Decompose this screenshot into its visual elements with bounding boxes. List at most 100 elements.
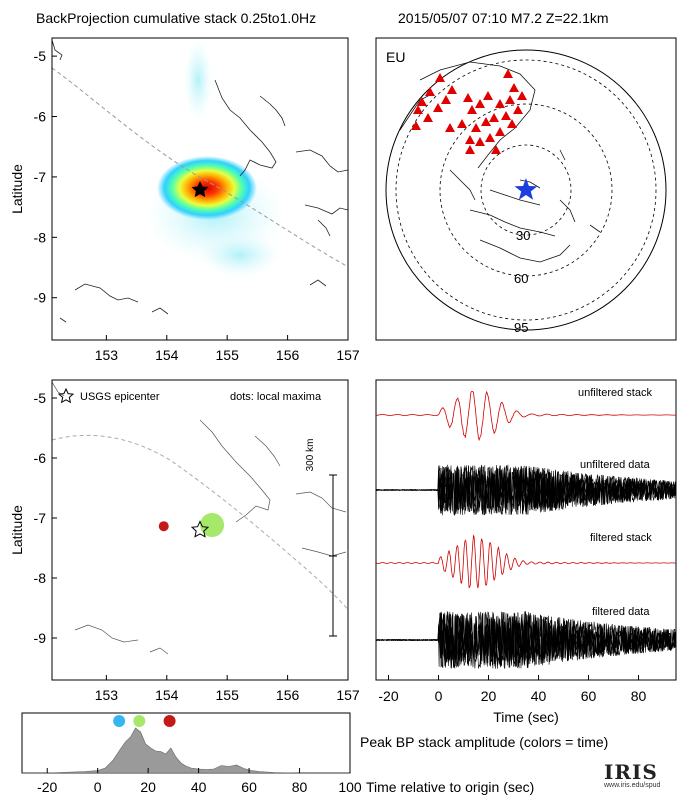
station-triangle — [441, 95, 451, 104]
station-triangle — [471, 123, 481, 132]
network-label: EU — [386, 49, 405, 65]
legend-dots: dots: local maxima — [230, 391, 322, 403]
bottom-map-xtick-label: 154 — [155, 687, 179, 703]
globe-panel: EU 30 60 95 — [375, 37, 677, 341]
trace-label-unfiltered-stack: unfiltered stack — [578, 387, 652, 399]
top-map-ytick-label: -6 — [34, 109, 47, 125]
globe-outline — [385, 49, 667, 331]
trace-panel: -20 0 20 40 60 80 — [375, 379, 677, 704]
time-marker — [133, 715, 146, 727]
station-triangle — [423, 113, 433, 122]
station-triangle — [489, 113, 499, 122]
ring-label-95: 95 — [514, 320, 528, 335]
station-triangle — [433, 103, 443, 112]
coastlines-top — [52, 39, 348, 323]
bottom-map-ytick-label: -7 — [34, 510, 47, 526]
coastlines-bottom — [52, 381, 347, 655]
station-triangle — [465, 135, 475, 144]
bottom-map-xtick-label: 155 — [216, 687, 240, 703]
station-triangle — [507, 119, 517, 128]
trace-label-filtered-stack: filtered stack — [590, 532, 652, 544]
station-triangle — [481, 117, 491, 126]
bottom-epicenter-star — [190, 520, 210, 538]
top-map-xtick-label: 154 — [155, 347, 179, 363]
bp-streak — [184, 40, 212, 120]
iris-logo: IRIS www.iris.edu/spud — [604, 760, 674, 796]
maxima-dot — [158, 521, 169, 532]
top-map-xtick-label: 155 — [216, 347, 240, 363]
top-map-axes: 153 154 155 156 157 -5 -6 -7 -8 -9 — [34, 48, 360, 363]
station-triangle — [503, 69, 513, 78]
bottom-map-frame — [51, 379, 349, 681]
station-triangle — [495, 99, 505, 108]
iris-logo-text: IRIS — [604, 760, 658, 784]
figure-title: BackProjection cumulative stack 0.25to1.… — [36, 10, 317, 26]
peak-chart-title: Peak BP stack amplitude (colors = time) — [360, 734, 609, 750]
bottom-map-ytick-label: -9 — [34, 630, 47, 646]
trace-xlabel: Time (sec) — [493, 709, 559, 725]
trace-label-unfiltered-data: unfiltered data — [580, 459, 650, 471]
peak-amplitude-chart: -20 0 20 40 60 80 100 — [21, 712, 362, 795]
trace-label-filtered-data: filtered data — [592, 606, 650, 618]
station-triangle — [447, 85, 457, 94]
station-triangle — [475, 99, 485, 108]
station-triangle — [517, 91, 527, 100]
amplitude-axes: -20 0 20 40 60 80 100 — [37, 768, 362, 795]
station-triangle — [463, 93, 473, 102]
station-triangle — [445, 123, 455, 132]
peak-xtick-label: 60 — [241, 779, 257, 795]
trace-xtick-label: -20 — [378, 688, 398, 704]
trace-xtick-label: 80 — [631, 688, 647, 704]
legend-star-icon — [57, 387, 75, 404]
peak-xtick-label: 40 — [191, 779, 207, 795]
unfiltered-data-trace — [375, 465, 677, 516]
station-triangle — [483, 91, 493, 100]
bottom-ylabel: Latitude — [9, 505, 25, 555]
bottom-map-ytick-label: -5 — [34, 390, 47, 406]
peak-xtick-label: 80 — [292, 779, 308, 795]
scalebar-label: 300 km — [305, 439, 316, 472]
time-markers — [113, 715, 176, 727]
station-triangle — [513, 105, 523, 114]
top-map-ytick-label: -8 — [34, 229, 47, 245]
station-triangle — [485, 133, 495, 142]
peak-xtick-label: -20 — [37, 779, 57, 795]
maxima-dot — [200, 513, 225, 537]
source-star — [514, 178, 538, 200]
trace-xtick-label: 20 — [481, 688, 497, 704]
bp-tail — [200, 233, 280, 277]
peak-xtick-label: 0 — [94, 779, 102, 795]
station-triangle — [501, 111, 511, 120]
filtered-stack-trace — [375, 534, 676, 589]
top-map-ytick-label: -5 — [34, 48, 47, 64]
time-marker — [113, 715, 126, 727]
bottom-map-ytick-label: -8 — [34, 570, 47, 586]
station-triangle — [495, 127, 505, 136]
top-map-xtick-label: 157 — [336, 347, 360, 363]
station-triangle — [457, 119, 467, 128]
peak-xtick-label: 100 — [338, 779, 362, 795]
peak-xtick-label: 20 — [140, 779, 156, 795]
trench-line-bottom — [52, 434, 348, 611]
bottom-map-xtick-label: 153 — [95, 687, 119, 703]
station-triangle — [467, 105, 477, 114]
peak-chart-xlabel: Time relative to origin (sec) — [366, 779, 535, 795]
unfiltered-stack-trace — [375, 390, 677, 442]
time-marker — [163, 715, 176, 727]
trace-xtick-label: 60 — [581, 688, 597, 704]
trace-xtick-label: 40 — [531, 688, 547, 704]
station-triangle — [475, 137, 485, 146]
trench-line-top — [52, 67, 348, 268]
station-triangle — [417, 97, 427, 106]
top-map-frame — [51, 37, 349, 341]
bottom-map-ytick-label: -6 — [34, 450, 47, 466]
bottom-map-xtick-label: 157 — [336, 687, 360, 703]
bottom-map-xtick-label: 156 — [276, 687, 300, 703]
amplitude-area — [22, 727, 350, 774]
station-triangle — [505, 95, 515, 104]
ring-60 — [439, 103, 613, 277]
ring-label-60: 60 — [514, 271, 528, 286]
filtered-data-trace — [375, 611, 677, 669]
